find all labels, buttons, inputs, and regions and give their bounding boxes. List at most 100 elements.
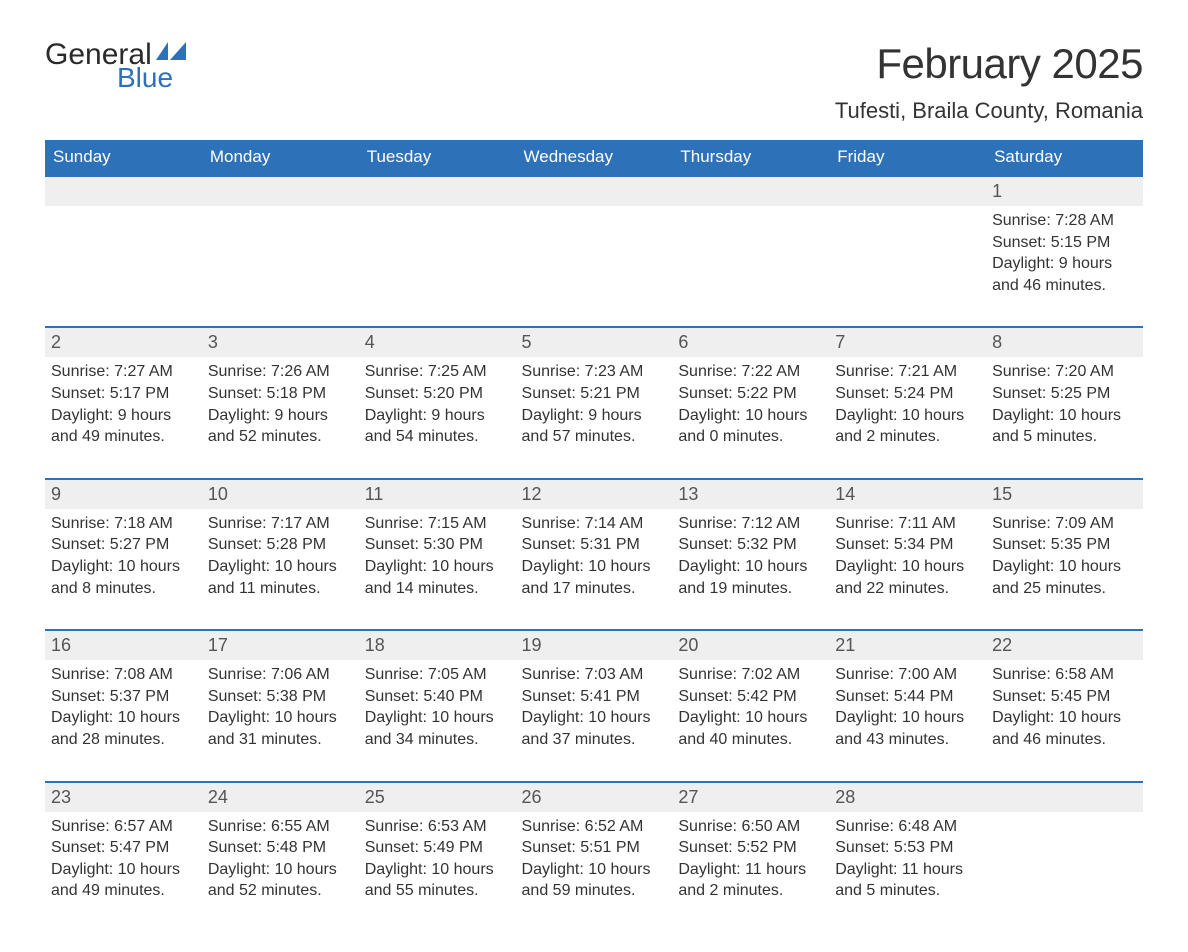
daylight-line: Daylight: 10 hours and 11 minutes. [208, 556, 351, 599]
day-number-cell: 26 [516, 782, 673, 812]
sunrise-line: Sunrise: 7:15 AM [365, 513, 508, 535]
sunrise-line: Sunrise: 6:52 AM [522, 816, 665, 838]
sunrise-line: Sunrise: 6:58 AM [992, 664, 1135, 686]
day-detail-cell: Sunrise: 7:23 AMSunset: 5:21 PMDaylight:… [516, 357, 673, 478]
day-detail-cell: Sunrise: 7:26 AMSunset: 5:18 PMDaylight:… [202, 357, 359, 478]
sunset-line: Sunset: 5:31 PM [522, 534, 665, 556]
day-number-cell: 10 [202, 479, 359, 509]
day-number-cell: 4 [359, 327, 516, 357]
week-daynum-row: 2345678 [45, 327, 1143, 357]
sunrise-line: Sunrise: 7:26 AM [208, 361, 351, 383]
day-detail-cell: Sunrise: 7:05 AMSunset: 5:40 PMDaylight:… [359, 660, 516, 781]
sunset-line: Sunset: 5:22 PM [678, 383, 821, 405]
daylight-line: Daylight: 10 hours and 55 minutes. [365, 859, 508, 902]
location: Tufesti, Braila County, Romania [835, 98, 1143, 124]
day-number-cell [45, 176, 202, 206]
day-number-cell: 14 [829, 479, 986, 509]
daylight-line: Daylight: 10 hours and 40 minutes. [678, 707, 821, 750]
day-number-cell: 27 [672, 782, 829, 812]
dow-header: Monday [202, 140, 359, 176]
sunset-line: Sunset: 5:49 PM [365, 837, 508, 859]
day-number-cell: 18 [359, 630, 516, 660]
day-number-cell: 21 [829, 630, 986, 660]
daylight-line: Daylight: 10 hours and 0 minutes. [678, 405, 821, 448]
daylight-line: Daylight: 10 hours and 2 minutes. [835, 405, 978, 448]
sunrise-line: Sunrise: 6:53 AM [365, 816, 508, 838]
header: General Blue February 2025 Tufesti, Brai… [45, 40, 1143, 134]
sunrise-line: Sunrise: 7:23 AM [522, 361, 665, 383]
day-detail-cell: Sunrise: 7:15 AMSunset: 5:30 PMDaylight:… [359, 509, 516, 630]
sunset-line: Sunset: 5:27 PM [51, 534, 194, 556]
sunset-line: Sunset: 5:28 PM [208, 534, 351, 556]
day-number-cell: 16 [45, 630, 202, 660]
day-detail-cell: Sunrise: 6:50 AMSunset: 5:52 PMDaylight:… [672, 812, 829, 912]
day-number-cell: 24 [202, 782, 359, 812]
daylight-line: Daylight: 10 hours and 34 minutes. [365, 707, 508, 750]
week-daynum-row: 1 [45, 176, 1143, 206]
daylight-line: Daylight: 10 hours and 14 minutes. [365, 556, 508, 599]
day-detail-cell [986, 812, 1143, 912]
day-detail-cell: Sunrise: 6:48 AMSunset: 5:53 PMDaylight:… [829, 812, 986, 912]
day-detail-cell: Sunrise: 7:14 AMSunset: 5:31 PMDaylight:… [516, 509, 673, 630]
sunrise-line: Sunrise: 7:00 AM [835, 664, 978, 686]
week-daynum-row: 16171819202122 [45, 630, 1143, 660]
sunset-line: Sunset: 5:51 PM [522, 837, 665, 859]
day-detail-cell: Sunrise: 7:17 AMSunset: 5:28 PMDaylight:… [202, 509, 359, 630]
day-number-cell: 11 [359, 479, 516, 509]
day-detail-cell [672, 206, 829, 327]
sunset-line: Sunset: 5:38 PM [208, 686, 351, 708]
sunrise-line: Sunrise: 7:03 AM [522, 664, 665, 686]
day-number-cell [672, 176, 829, 206]
day-number-cell: 3 [202, 327, 359, 357]
day-number-cell: 1 [986, 176, 1143, 206]
sunset-line: Sunset: 5:45 PM [992, 686, 1135, 708]
daylight-line: Daylight: 11 hours and 2 minutes. [678, 859, 821, 902]
daylight-line: Daylight: 9 hours and 52 minutes. [208, 405, 351, 448]
daylight-line: Daylight: 9 hours and 49 minutes. [51, 405, 194, 448]
sunset-line: Sunset: 5:24 PM [835, 383, 978, 405]
day-detail-cell: Sunrise: 6:52 AMSunset: 5:51 PMDaylight:… [516, 812, 673, 912]
daylight-line: Daylight: 10 hours and 43 minutes. [835, 707, 978, 750]
daylight-line: Daylight: 10 hours and 52 minutes. [208, 859, 351, 902]
sunset-line: Sunset: 5:41 PM [522, 686, 665, 708]
sunrise-line: Sunrise: 6:50 AM [678, 816, 821, 838]
day-detail-cell: Sunrise: 7:21 AMSunset: 5:24 PMDaylight:… [829, 357, 986, 478]
day-number-cell [516, 176, 673, 206]
dow-header: Saturday [986, 140, 1143, 176]
sunset-line: Sunset: 5:32 PM [678, 534, 821, 556]
daylight-line: Daylight: 11 hours and 5 minutes. [835, 859, 978, 902]
sunset-line: Sunset: 5:17 PM [51, 383, 194, 405]
day-number-cell: 17 [202, 630, 359, 660]
day-detail-cell: Sunrise: 6:57 AMSunset: 5:47 PMDaylight:… [45, 812, 202, 912]
day-number-cell [986, 782, 1143, 812]
sunset-line: Sunset: 5:37 PM [51, 686, 194, 708]
day-detail-cell: Sunrise: 7:27 AMSunset: 5:17 PMDaylight:… [45, 357, 202, 478]
daylight-line: Daylight: 10 hours and 17 minutes. [522, 556, 665, 599]
day-number-cell [202, 176, 359, 206]
day-number-cell: 22 [986, 630, 1143, 660]
sunset-line: Sunset: 5:44 PM [835, 686, 978, 708]
sunrise-line: Sunrise: 7:18 AM [51, 513, 194, 535]
day-number-cell: 25 [359, 782, 516, 812]
day-detail-cell: Sunrise: 6:53 AMSunset: 5:49 PMDaylight:… [359, 812, 516, 912]
sunset-line: Sunset: 5:18 PM [208, 383, 351, 405]
day-detail-cell: Sunrise: 7:12 AMSunset: 5:32 PMDaylight:… [672, 509, 829, 630]
day-number-cell: 28 [829, 782, 986, 812]
sunrise-line: Sunrise: 7:28 AM [992, 210, 1135, 232]
week-detail-row: Sunrise: 7:27 AMSunset: 5:17 PMDaylight:… [45, 357, 1143, 478]
title-block: February 2025 Tufesti, Braila County, Ro… [835, 40, 1143, 134]
sunset-line: Sunset: 5:35 PM [992, 534, 1135, 556]
day-detail-cell: Sunrise: 7:06 AMSunset: 5:38 PMDaylight:… [202, 660, 359, 781]
day-detail-cell: Sunrise: 7:03 AMSunset: 5:41 PMDaylight:… [516, 660, 673, 781]
sunrise-line: Sunrise: 7:12 AM [678, 513, 821, 535]
daylight-line: Daylight: 10 hours and 22 minutes. [835, 556, 978, 599]
sunset-line: Sunset: 5:30 PM [365, 534, 508, 556]
sunrise-line: Sunrise: 7:20 AM [992, 361, 1135, 383]
sunrise-line: Sunrise: 7:09 AM [992, 513, 1135, 535]
dow-header: Friday [829, 140, 986, 176]
sunset-line: Sunset: 5:48 PM [208, 837, 351, 859]
day-detail-cell: Sunrise: 6:55 AMSunset: 5:48 PMDaylight:… [202, 812, 359, 912]
sunset-line: Sunset: 5:34 PM [835, 534, 978, 556]
daylight-line: Daylight: 10 hours and 37 minutes. [522, 707, 665, 750]
sunset-line: Sunset: 5:42 PM [678, 686, 821, 708]
